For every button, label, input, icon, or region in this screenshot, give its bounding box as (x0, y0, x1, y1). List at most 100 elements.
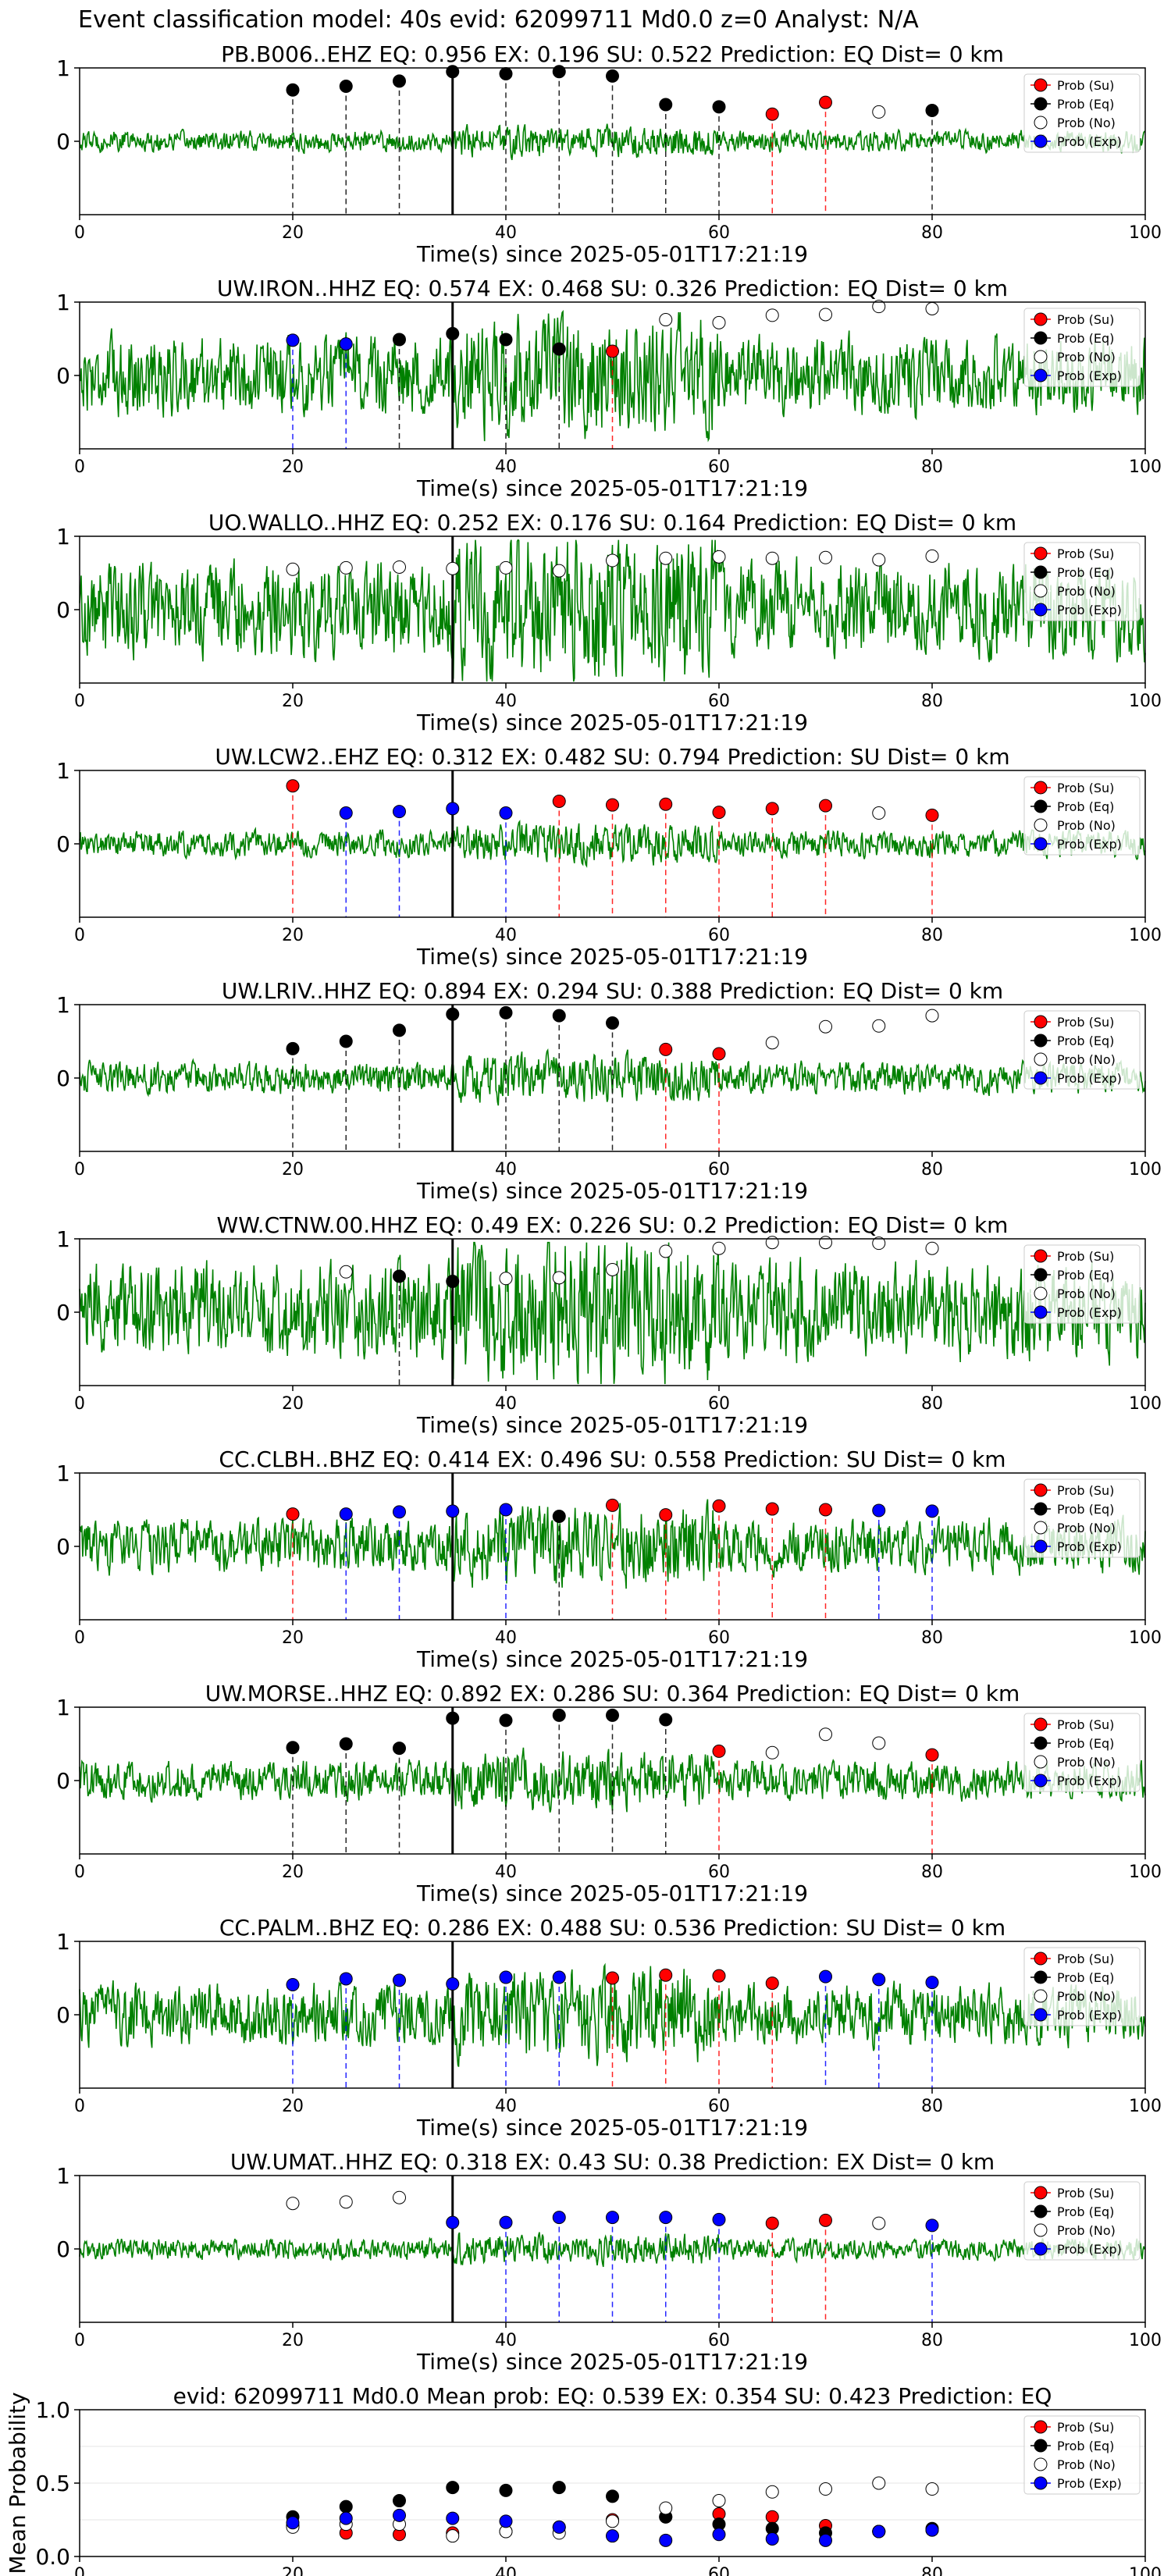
legend-marker-exp (1034, 1774, 1048, 1788)
prob-marker-no (499, 560, 513, 575)
legend-frame (1023, 2415, 1141, 2495)
x-tick-label: 100 (1129, 692, 1162, 711)
legend-label-su: Prob (Su) (1057, 546, 1114, 561)
legend-label-no: Prob (No) (1057, 1755, 1116, 1770)
station-panel-9: CC.PALM..BHZ EQ: 0.286 EX: 0.488 SU: 0.5… (56, 1915, 1162, 2140)
legend-label-exp: Prob (Exp) (1057, 1539, 1122, 1554)
y-tick-label: 0 (56, 129, 70, 155)
prob-marker-exp (499, 2215, 513, 2229)
prob-marker-no (765, 551, 779, 565)
waveform-trace (79, 2232, 1146, 2268)
prob-marker-exp (339, 1972, 353, 1986)
mean-prob-marker-no (925, 2482, 939, 2496)
legend: Prob (Su) Prob (Eq) Prob (No) Prob (Exp) (1023, 1244, 1141, 1324)
legend-label-su: Prob (Su) (1057, 312, 1114, 327)
prob-marker-exp (446, 2215, 460, 2229)
legend-marker-exp (1034, 1305, 1048, 1319)
x-axis-label: Time(s) since 2025-05-01T17:21:19 (416, 1412, 808, 1438)
legend: Prob (Su) Prob (Eq) Prob (No) Prob (Exp) (1023, 1010, 1141, 1090)
legend-marker-eq (1034, 2204, 1048, 2218)
x-axis-label: Time(s) since 2025-05-01T17:21:19 (416, 475, 808, 501)
x-tick-label: 0 (74, 1863, 85, 1882)
legend-label-eq: Prob (Eq) (1057, 1736, 1114, 1751)
prob-marker-eq (552, 1708, 566, 1722)
legend-label-su: Prob (Su) (1057, 781, 1114, 795)
x-tick-label: 20 (282, 692, 304, 711)
prob-marker-exp (339, 1507, 353, 1521)
legend-label-exp: Prob (Exp) (1057, 603, 1122, 617)
prob-marker-exp (872, 1503, 886, 1517)
prob-marker-eq (339, 1034, 353, 1048)
mean-prob-marker-exp (606, 2529, 619, 2543)
y-tick-label: 1 (56, 1226, 70, 1252)
station-panel-5: UW.LRIV..HHZ EQ: 0.894 EX: 0.294 SU: 0.3… (56, 978, 1162, 1204)
station-panel-6: WW.CTNW.00.HHZ EQ: 0.49 EX: 0.226 SU: 0.… (56, 1212, 1162, 1438)
prob-marker-no (765, 1745, 779, 1759)
legend-marker-exp (1034, 134, 1048, 148)
legend-label-no: Prob (No) (1057, 1286, 1116, 1301)
legend-marker-no (1034, 2223, 1048, 2237)
x-tick-label: 0 (74, 692, 85, 711)
prob-marker-exp (872, 1973, 886, 1987)
station-panel-3: UO.WALLO..HHZ EQ: 0.252 EX: 0.176 SU: 0.… (56, 510, 1162, 735)
y-tick-label: 0 (56, 1534, 70, 1560)
prob-marker-su (765, 107, 779, 121)
prob-marker-eq (499, 67, 513, 81)
prob-marker-su (712, 1047, 726, 1061)
prob-marker-su (286, 779, 300, 793)
mean-prob-marker-exp (872, 2524, 886, 2539)
prob-marker-no (552, 564, 566, 578)
prob-marker-eq (446, 1711, 460, 1725)
mean-prob-marker-eq (339, 2500, 353, 2514)
panel-title: UW.LRIV..HHZ EQ: 0.894 EX: 0.294 SU: 0.3… (222, 978, 1003, 1004)
x-tick-label: 20 (282, 2331, 304, 2350)
prob-marker-eq (286, 83, 300, 97)
x-tick-label: 60 (708, 2097, 730, 2116)
prob-marker-exp (286, 333, 300, 347)
legend-marker-eq (1034, 1736, 1048, 1750)
prob-marker-no (872, 1736, 886, 1750)
legend-frame (1023, 1010, 1141, 1090)
x-tick-label: 100 (1129, 1394, 1162, 1414)
legend-marker-exp (1034, 2242, 1048, 2256)
x-tick-label: 0 (74, 2331, 85, 2350)
legend-marker-no (1034, 2457, 1048, 2471)
legend-label-exp: Prob (Exp) (1057, 837, 1122, 852)
legend-label-su: Prob (Su) (1057, 1249, 1114, 1264)
prob-marker-su (925, 808, 939, 822)
legend-frame (1023, 308, 1141, 387)
prob-marker-eq (393, 74, 406, 88)
prob-marker-eq (499, 333, 513, 347)
prob-marker-exp (819, 1969, 832, 1984)
x-tick-label: 60 (708, 926, 730, 945)
mean-prob-marker-eq (393, 2494, 406, 2508)
prob-marker-exp (286, 1977, 300, 1991)
x-axis-label: Time(s) since 2025-05-01T17:21:19 (416, 1880, 808, 1906)
mean-prob-marker-exp (925, 2523, 939, 2537)
prob-marker-eq (552, 1509, 566, 1523)
legend-label-eq: Prob (Eq) (1057, 97, 1114, 112)
legend-frame (1023, 776, 1141, 856)
x-axis-label: Time(s) since 2025-05-01T17:21:19 (416, 1178, 808, 1204)
station-panel-7: CC.CLBH..BHZ EQ: 0.414 EX: 0.496 SU: 0.5… (56, 1446, 1162, 1672)
y-tick-label: 1 (56, 1695, 70, 1720)
y-axis-label: Mean Probability (5, 2392, 30, 2574)
y-tick-label: 1 (56, 55, 70, 81)
x-tick-label: 40 (495, 223, 517, 243)
x-tick-label: 40 (495, 926, 517, 945)
x-tick-label: 80 (921, 223, 943, 243)
prob-marker-su (606, 344, 619, 358)
mean-prob-marker-su (765, 2510, 779, 2524)
prob-marker-eq (606, 69, 619, 83)
legend-label-exp: Prob (Exp) (1057, 1774, 1122, 1788)
x-tick-label: 80 (921, 457, 943, 477)
x-tick-label: 80 (921, 2331, 943, 2350)
panel-title: CC.CLBH..BHZ EQ: 0.414 EX: 0.496 SU: 0.5… (219, 1446, 1005, 1472)
y-tick-label: 0 (56, 1066, 70, 1091)
x-tick-label: 100 (1129, 1628, 1162, 1648)
x-tick-label: 20 (282, 2097, 304, 2116)
legend-label-no: Prob (No) (1057, 584, 1116, 599)
mean-prob-marker-exp (819, 2533, 832, 2547)
x-tick-label: 20 (282, 1394, 304, 1414)
prob-marker-no (872, 300, 886, 314)
